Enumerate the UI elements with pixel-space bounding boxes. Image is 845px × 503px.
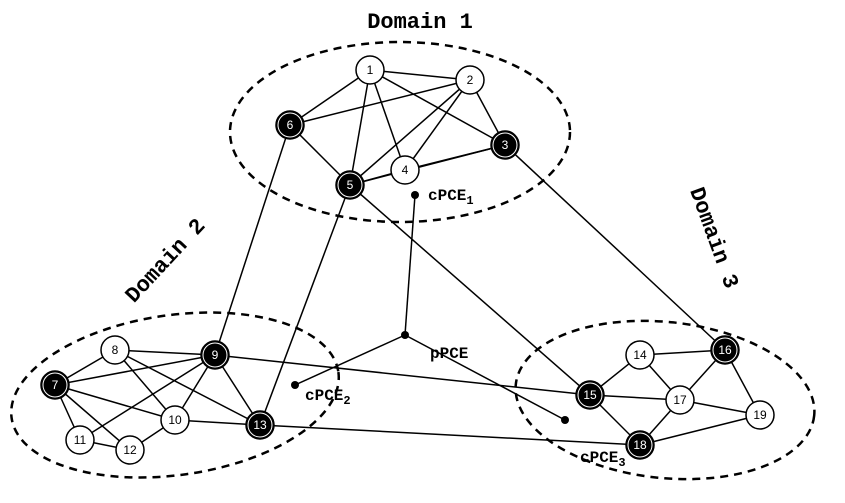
node-18: 18: [626, 431, 654, 459]
node-label-8: 8: [112, 343, 119, 357]
pce-label-cPCE3: cPCE3: [580, 449, 626, 470]
node-label-17: 17: [673, 393, 687, 407]
domain-label-d2: Domain 2: [121, 214, 211, 308]
edge-1-5: [350, 70, 370, 185]
domain-labels-layer: Domain 1 Domain 2 Domain 3: [121, 10, 743, 308]
domains-layer: [0, 42, 822, 497]
node-11: 11: [66, 426, 94, 454]
edge-3-16: [505, 145, 725, 350]
domain-ellipse-d3: [508, 307, 823, 494]
node-6: 6: [276, 111, 304, 139]
node-label-14: 14: [633, 348, 647, 362]
node-label-13: 13: [253, 418, 267, 432]
node-label-7: 7: [52, 378, 59, 392]
node-label-5: 5: [347, 178, 354, 192]
pce-label-pPCE: pPCE: [430, 345, 468, 363]
node-16: 16: [711, 336, 739, 364]
node-label-12: 12: [123, 443, 137, 457]
node-7: 7: [41, 371, 69, 399]
node-label-6: 6: [287, 118, 294, 132]
node-9: 9: [201, 341, 229, 369]
node-13: 13: [246, 411, 274, 439]
domain-label-d3: Domain 3: [683, 184, 743, 292]
edge-9-15: [215, 355, 590, 395]
node-5: 5: [336, 171, 364, 199]
node-19: 19: [746, 401, 774, 429]
node-label-2: 2: [467, 73, 474, 87]
pce-dot-cPCE1: [411, 191, 419, 199]
node-14: 14: [626, 341, 654, 369]
node-4: 4: [391, 156, 419, 184]
node-label-15: 15: [583, 388, 597, 402]
node-label-4: 4: [402, 163, 409, 177]
node-label-10: 10: [168, 413, 182, 427]
pce-edge-pPCE-cPCE2: [295, 335, 405, 385]
node-label-18: 18: [633, 438, 647, 452]
node-17: 17: [666, 386, 694, 414]
pce-dot-cPCE3: [561, 416, 569, 424]
node-2: 2: [456, 66, 484, 94]
pce-label-cPCE1: cPCE1: [428, 187, 474, 208]
edge-8-9: [115, 350, 215, 355]
node-label-1: 1: [367, 63, 374, 77]
node-label-16: 16: [718, 343, 732, 357]
pce-layer: pPCE cPCE1 cPCE2 cPCE3: [291, 187, 626, 470]
node-1: 1: [356, 56, 384, 84]
pce-dot-pPCE: [401, 331, 409, 339]
node-3: 3: [491, 131, 519, 159]
pce-edge-pPCE-cPCE1: [405, 195, 415, 335]
node-12: 12: [116, 436, 144, 464]
edge-5-15: [350, 185, 590, 395]
node-label-3: 3: [502, 138, 509, 152]
edge-6-9: [215, 125, 290, 355]
domain-label-d1: Domain 1: [367, 10, 473, 35]
node-label-9: 9: [212, 348, 219, 362]
pce-label-cPCE2: cPCE2: [305, 387, 351, 408]
network-diagram: 12345678910111213141516171819pPCEcPCE1cP…: [0, 0, 845, 503]
edge-13-18: [260, 425, 640, 445]
node-label-19: 19: [753, 408, 767, 422]
node-10: 10: [161, 406, 189, 434]
node-label-11: 11: [74, 433, 87, 447]
node-15: 15: [576, 381, 604, 409]
edge-18-19: [640, 415, 760, 445]
edge-1-4: [370, 70, 405, 170]
node-8: 8: [101, 336, 129, 364]
edge-7-10: [55, 385, 175, 420]
pce-dot-cPCE2: [291, 381, 299, 389]
